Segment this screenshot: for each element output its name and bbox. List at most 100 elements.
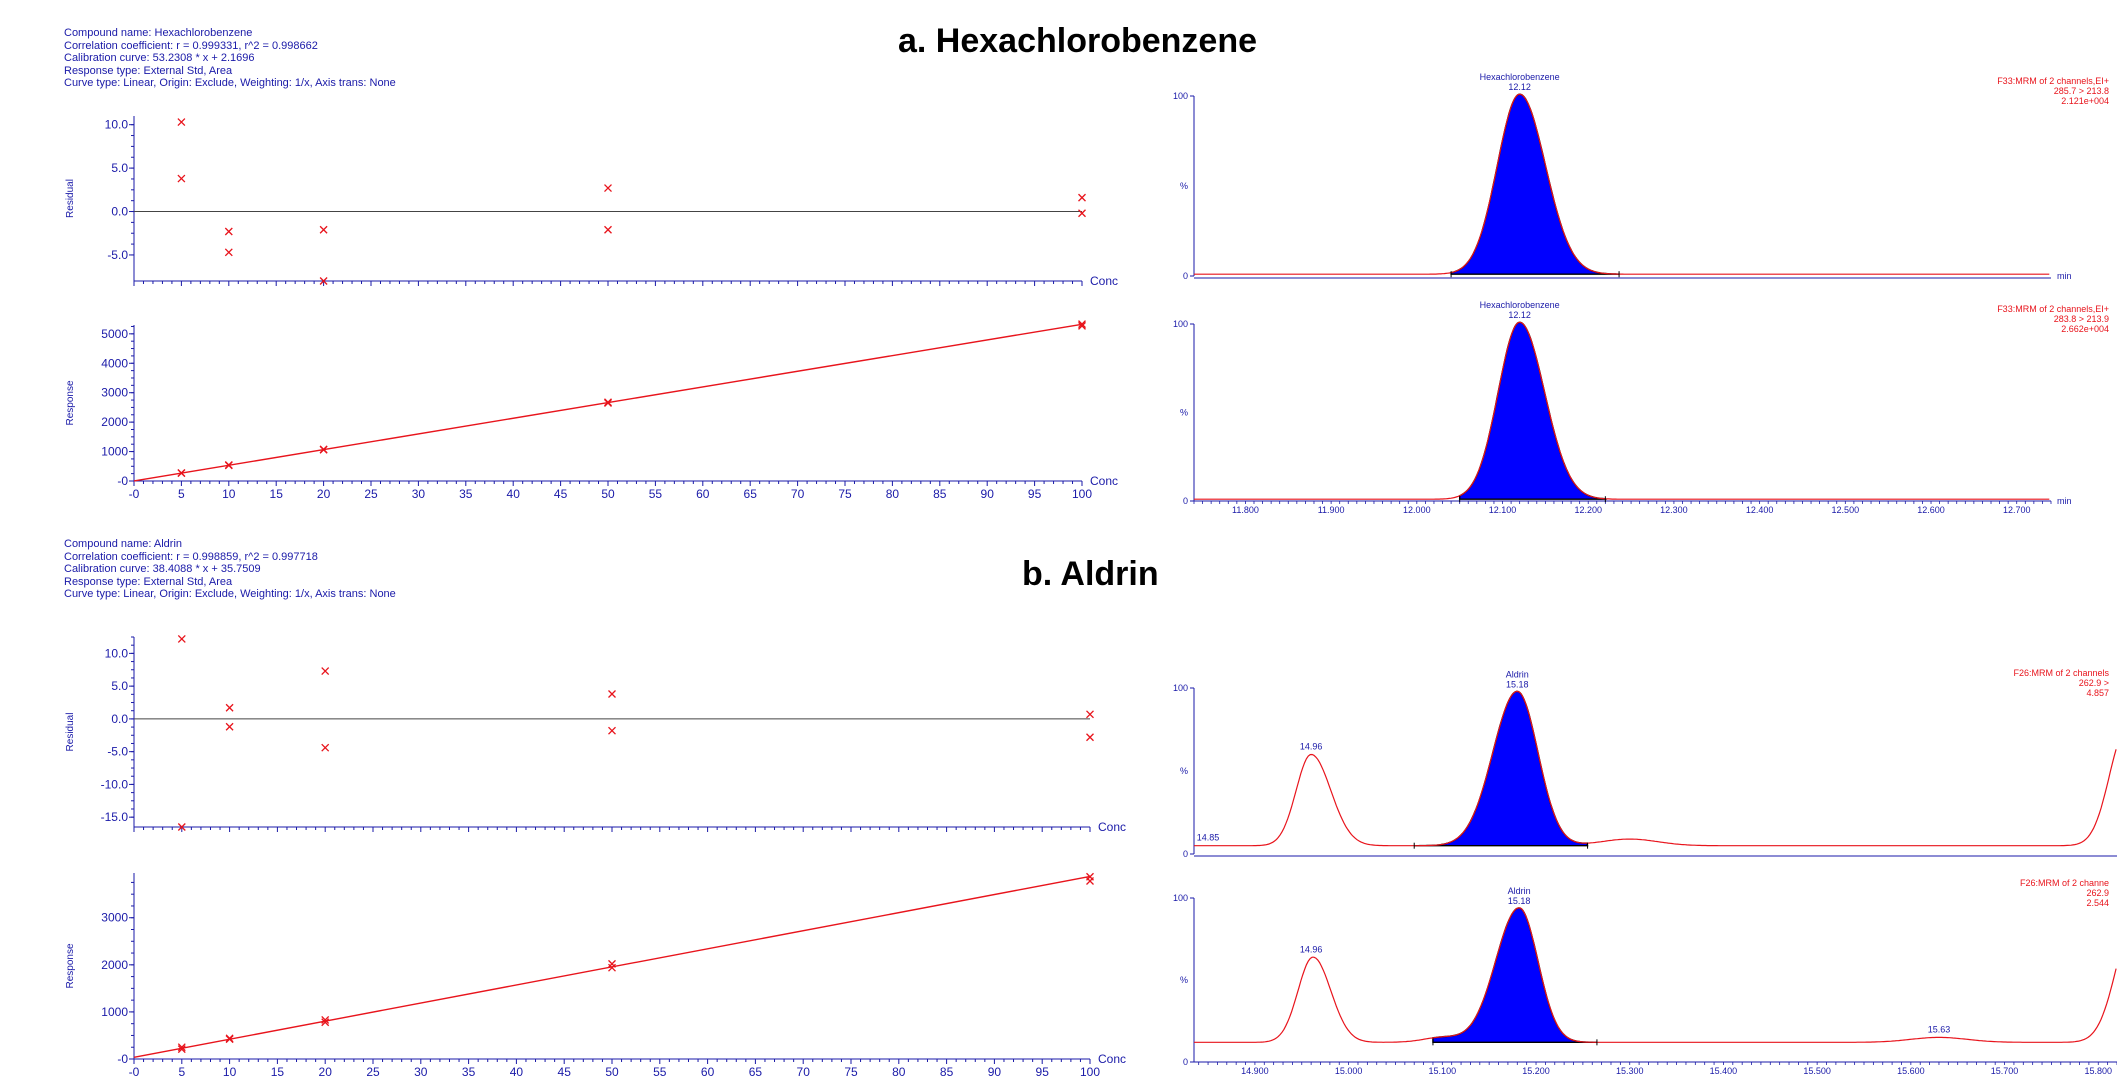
x-tick-label: 15.300 <box>1616 1066 1644 1076</box>
peak-name-label: Aldrin <box>1506 669 1529 679</box>
data-point <box>225 703 234 712</box>
x-tick-label: 25 <box>364 487 378 501</box>
data-point <box>225 722 234 731</box>
response-plot-a: -0 1000 2000 3000 4000 5000 -0 5 10 15 20 25 30 35 40 4… <box>65 320 1118 501</box>
x-tick-label: 75 <box>844 1065 858 1076</box>
info-compound-name: Compound name: Aldrin <box>64 538 183 550</box>
x-axis-label: Conc <box>1098 1052 1126 1066</box>
data-point <box>321 667 330 676</box>
peak-rt-label: 15.18 <box>1506 679 1529 689</box>
x-tick-label: 10 <box>222 487 236 501</box>
data-point <box>177 823 186 831</box>
channel-info: 2.662e+004 <box>2061 324 2109 334</box>
x-axis-label: Conc <box>1090 274 1118 288</box>
channel-info: 262.9 > <box>2079 678 2109 688</box>
x-tick-label: 75 <box>838 487 852 501</box>
chromatogram-b-2: 0 100% 14.900 15.000 15.100 15.200 15.300 15.40… <box>1173 878 2117 1076</box>
data-point <box>604 184 612 193</box>
channel-info: 285.7 > 213.8 <box>2054 86 2109 96</box>
y-tick-label: 3000 <box>101 386 128 400</box>
chromatogram-trace <box>1194 321 2050 500</box>
x-tick-label: -0 <box>129 1065 140 1076</box>
channel-info: F26:MRM of 2 channels <box>2013 668 2109 678</box>
data-point <box>224 227 233 236</box>
y-tick-label: 5000 <box>101 327 128 341</box>
y-axis-label: Residual <box>65 179 76 218</box>
x-tick-label: 45 <box>554 487 568 501</box>
chromatogram-trace <box>1194 93 2050 275</box>
y-tick-label: 1000 <box>101 1005 128 1019</box>
info-correlation: Correlation coefficient: r = 0.998859, r… <box>64 550 318 563</box>
y-tick-label: 4000 <box>101 356 128 370</box>
data-point <box>608 726 616 735</box>
channel-info: 2.121e+004 <box>2061 96 2109 106</box>
response-plot-b: -0 1000 2000 3000 -0 5 10 15 20 25 30 35 40 45 50 55 60 6… <box>65 872 1126 1076</box>
x-tick-label: 95 <box>1028 487 1042 501</box>
x-tick-label: 12.300 <box>1660 505 1688 515</box>
x-tick-label: 25 <box>366 1065 380 1076</box>
y-tick-label: 0 <box>1183 1057 1188 1067</box>
data-point <box>1086 872 1094 881</box>
data-point <box>319 277 328 285</box>
panel-title-a: a. Hexachlorobenzene <box>898 22 1258 60</box>
integrated-peak-area <box>1414 690 1589 847</box>
x-tick-label: 15.800 <box>2084 1066 2112 1076</box>
info-response-type: Response type: External Std, Area <box>64 64 233 77</box>
x-tick-label: 11.800 <box>1232 505 1259 515</box>
x-tick-label: 70 <box>791 487 805 501</box>
x-tick-label: 15.100 <box>1429 1066 1457 1076</box>
x-tick-label: 50 <box>605 1065 619 1076</box>
channel-info: F26:MRM of 2 channe <box>2020 878 2109 888</box>
channel-info: 2.544 <box>2086 898 2109 908</box>
y-tick-label: 5.0 <box>111 161 128 175</box>
chromatogram-trace <box>1194 690 2117 847</box>
peak-rt-label: 15.18 <box>1508 896 1531 906</box>
info-calibration: Calibration curve: 53.2308 * x + 2.1696 <box>64 52 255 64</box>
chromatogram-trace <box>1194 907 2117 1043</box>
channel-info: F33:MRM of 2 channels,EI+ <box>1997 304 2109 314</box>
x-tick-label: 15.700 <box>1991 1066 2019 1076</box>
residual-plot-b: -15.0 -10.0 -5.0 0.0 5.0 10.0 Conc Residual <box>65 635 1126 834</box>
minor-peak-label: 14.96 <box>1300 741 1323 751</box>
data-point <box>177 1043 186 1052</box>
data-point <box>1086 710 1094 719</box>
x-tick-label: 85 <box>933 487 947 501</box>
peak-rt-label: 12.12 <box>1508 310 1531 320</box>
x-tick-label: 12.700 <box>2003 505 2031 515</box>
x-tick-label: 12.400 <box>1746 505 1774 515</box>
x-unit-label: min <box>2057 496 2072 506</box>
y-tick-label: 100 <box>1173 893 1188 903</box>
x-tick-label: 12.000 <box>1403 505 1431 515</box>
y-tick-label: 2000 <box>101 415 128 429</box>
y-mid-label: % <box>1180 181 1188 191</box>
data-point <box>321 1018 330 1027</box>
x-tick-label: 30 <box>412 487 426 501</box>
y-mid-label: % <box>1180 975 1188 985</box>
x-tick-label: 12.100 <box>1489 505 1517 515</box>
data-point <box>1078 193 1086 202</box>
x-tick-label: 12.600 <box>1917 505 1945 515</box>
peak-name-label: Hexachlorobenzene <box>1480 300 1560 310</box>
data-point <box>321 743 330 752</box>
x-tick-label: 15.000 <box>1335 1066 1363 1076</box>
y-tick-label: 100 <box>1173 683 1188 693</box>
info-curve-type: Curve type: Linear, Origin: Exclude, Wei… <box>64 588 396 600</box>
x-tick-label: 10 <box>223 1065 237 1076</box>
x-tick-label: 60 <box>701 1065 715 1076</box>
y-tick-label: -5.0 <box>107 745 128 759</box>
y-tick-label: 1000 <box>101 445 128 459</box>
x-tick-label: 12.200 <box>1574 505 1602 515</box>
x-tick-label: 95 <box>1036 1065 1050 1076</box>
integrated-peak-area <box>1458 321 1607 500</box>
x-tick-label: 50 <box>601 487 615 501</box>
x-tick-label: 15.200 <box>1522 1066 1550 1076</box>
x-tick-label: 90 <box>988 1065 1002 1076</box>
data-point <box>608 959 616 968</box>
peak-name-label: Aldrin <box>1508 886 1531 896</box>
y-tick-label: 10.0 <box>105 646 129 660</box>
y-tick-label: -10.0 <box>101 777 129 791</box>
x-tick-label: 85 <box>940 1065 954 1076</box>
x-tick-label: 35 <box>462 1065 476 1076</box>
x-tick-label: 15 <box>271 1065 285 1076</box>
